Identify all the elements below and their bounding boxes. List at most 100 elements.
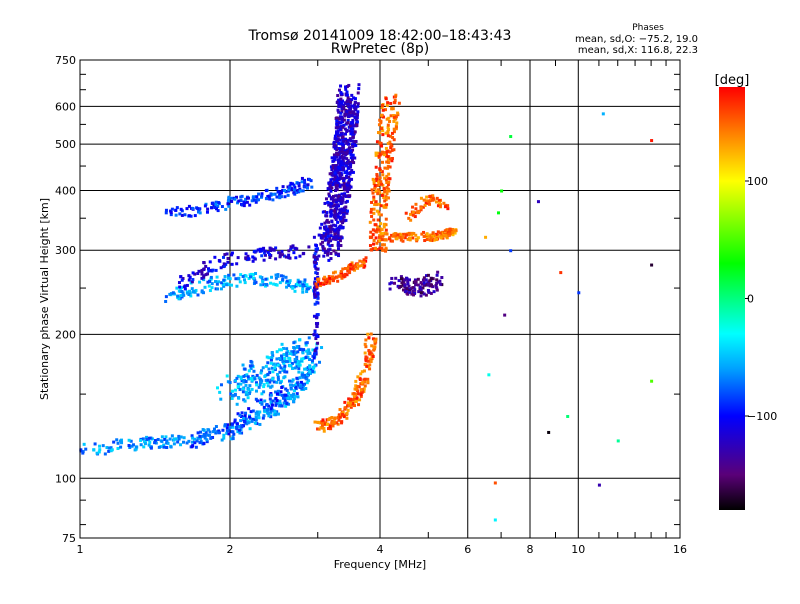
data-point xyxy=(381,160,385,164)
data-point xyxy=(343,114,347,118)
data-point xyxy=(411,213,415,217)
data-point xyxy=(378,235,382,239)
data-point xyxy=(355,112,359,116)
data-point xyxy=(356,263,360,267)
data-points xyxy=(79,83,654,522)
data-point xyxy=(388,282,392,286)
data-point xyxy=(206,272,210,276)
data-point xyxy=(401,232,405,236)
data-point xyxy=(237,199,241,203)
x-tick-label: 2 xyxy=(227,543,234,556)
data-point xyxy=(336,168,340,172)
data-point xyxy=(284,281,288,285)
data-point xyxy=(278,191,282,195)
data-point xyxy=(428,202,432,206)
data-point xyxy=(267,414,271,418)
data-point xyxy=(340,160,344,164)
data-point xyxy=(336,171,340,175)
data-point xyxy=(348,108,352,112)
data-point xyxy=(374,223,378,227)
data-point xyxy=(337,274,341,278)
data-point xyxy=(301,375,305,379)
data-point xyxy=(298,189,302,193)
data-point xyxy=(332,140,336,144)
data-point xyxy=(215,282,219,286)
data-point xyxy=(330,243,334,247)
data-point xyxy=(340,106,344,110)
data-point xyxy=(446,232,450,236)
data-point xyxy=(292,397,296,401)
data-point xyxy=(328,248,332,252)
data-point xyxy=(301,287,305,291)
data-point xyxy=(304,341,308,345)
data-point xyxy=(444,234,448,238)
data-point xyxy=(243,399,247,403)
data-point xyxy=(231,435,235,439)
data-point xyxy=(346,401,350,405)
data-point xyxy=(271,354,275,358)
data-point xyxy=(275,392,279,396)
data-point xyxy=(244,393,248,397)
data-point xyxy=(174,437,178,441)
data-point xyxy=(377,202,381,206)
data-point xyxy=(386,142,390,146)
data-point xyxy=(356,110,360,114)
data-point xyxy=(207,267,211,271)
data-point xyxy=(352,392,356,396)
data-point xyxy=(166,441,170,445)
data-point xyxy=(325,229,329,233)
data-point xyxy=(303,280,307,284)
data-point xyxy=(208,433,212,437)
data-point xyxy=(224,262,228,266)
data-point xyxy=(333,146,337,150)
data-point xyxy=(388,177,392,181)
data-point xyxy=(250,199,254,203)
data-point xyxy=(316,321,320,325)
data-point xyxy=(334,144,338,148)
data-point xyxy=(307,245,311,249)
data-point xyxy=(269,411,273,415)
data-point xyxy=(369,207,373,211)
data-point xyxy=(420,282,424,286)
data-point xyxy=(409,218,413,222)
data-point xyxy=(333,189,337,193)
data-point xyxy=(217,429,221,433)
data-point xyxy=(210,286,214,290)
data-point xyxy=(203,285,207,289)
data-point xyxy=(383,151,387,155)
data-point xyxy=(164,208,168,212)
data-point xyxy=(392,148,396,152)
data-point xyxy=(283,364,287,368)
data-point xyxy=(559,271,563,275)
data-point xyxy=(321,420,325,424)
data-point xyxy=(230,283,234,287)
data-point xyxy=(239,375,243,379)
data-point xyxy=(340,154,344,158)
data-point xyxy=(363,342,367,346)
data-point xyxy=(325,422,329,426)
data-point xyxy=(356,102,360,106)
data-point xyxy=(258,249,262,253)
data-point xyxy=(395,237,399,241)
data-point xyxy=(430,283,434,287)
data-point xyxy=(120,441,124,445)
data-point xyxy=(345,151,349,155)
data-point xyxy=(186,291,190,295)
data-point xyxy=(216,287,220,291)
data-point xyxy=(276,377,280,381)
data-point xyxy=(354,143,358,147)
data-point xyxy=(293,394,297,398)
data-point xyxy=(334,200,338,204)
data-point xyxy=(287,188,291,192)
data-point xyxy=(275,398,279,402)
data-point xyxy=(377,154,381,158)
data-point xyxy=(345,90,349,94)
data-point xyxy=(339,219,343,223)
data-point xyxy=(291,182,295,186)
data-point xyxy=(364,338,368,342)
data-point xyxy=(324,225,328,229)
data-point xyxy=(350,130,354,134)
data-point xyxy=(390,106,394,110)
data-point xyxy=(311,354,315,358)
